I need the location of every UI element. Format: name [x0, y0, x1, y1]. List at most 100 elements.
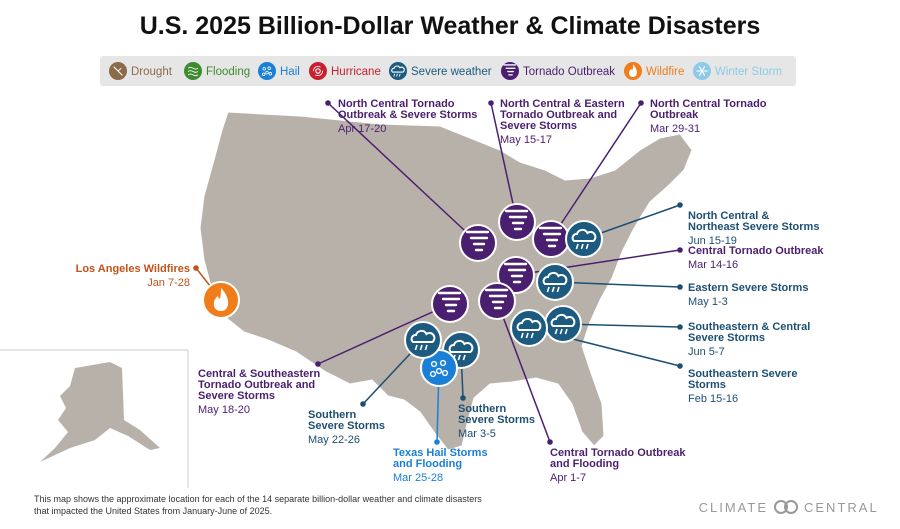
event-marker: [532, 220, 570, 258]
legend-icon: [309, 62, 327, 80]
event-name: Tornado Outbreak and: [198, 379, 315, 391]
event-name: Northeast Severe Storms: [688, 221, 819, 233]
leader-dot: [434, 439, 440, 445]
legend-label: Tornado Outbreak: [523, 66, 615, 78]
event-name: Severe Storms: [308, 420, 385, 432]
icon-rain: [393, 73, 396, 77]
event-name: and Flooding: [550, 458, 619, 470]
icon-rain: [575, 243, 579, 250]
legend-label: Severe weather: [411, 66, 492, 78]
leader-line: [550, 102, 642, 240]
leader-dot: [677, 247, 683, 253]
footer-note: that impacted the United States from Jan…: [34, 506, 272, 516]
leader-dot: [677, 363, 683, 369]
legend-label: Hurricane: [331, 66, 381, 78]
event-name: Outbreak & Severe Storms: [338, 109, 477, 121]
leader-dot: [677, 324, 683, 330]
icon-cloud: [410, 329, 436, 343]
icon-rain: [520, 332, 524, 339]
icon-eye: [315, 68, 321, 74]
icon-rain: [424, 344, 428, 351]
icon-hail: [435, 367, 443, 375]
event-name: Central Tornado Outbreak: [688, 245, 824, 257]
legend-icon: [184, 62, 202, 80]
leader-dot: [193, 265, 199, 271]
event-dates: Apr 1-7: [550, 472, 586, 484]
leader-line: [496, 300, 551, 443]
icon-hail: [430, 360, 438, 368]
icon-hail: [268, 72, 273, 76]
icon-hail: [262, 67, 266, 71]
icon-crack: [117, 67, 122, 72]
icon-rain: [525, 332, 529, 339]
icon-wave: [187, 70, 199, 73]
icon-cloud: [448, 339, 474, 353]
event-marker: [498, 203, 536, 241]
event-dates: Mar 14-16: [688, 259, 738, 271]
event-name: Storms: [688, 379, 726, 391]
icon-wave: [187, 73, 199, 77]
legend-label: Winter Storm: [715, 66, 782, 78]
event-name: Southeastern & Central: [688, 321, 810, 333]
event-circle: [536, 263, 574, 301]
icon-ring: [312, 65, 324, 77]
event-dates: May 18-20: [198, 404, 250, 416]
icon-cloud: [550, 313, 576, 327]
event-name: Severe Storms: [458, 414, 535, 426]
event-name: North Central & Eastern: [500, 98, 625, 110]
event-dates: May 22-26: [308, 434, 360, 446]
event-dates: Mar 29-31: [650, 123, 700, 135]
leader-line: [317, 303, 451, 365]
leader-dot: [488, 100, 494, 106]
icon-flame: [629, 64, 637, 78]
leader-line: [562, 323, 681, 328]
event-name: North Central &: [688, 210, 769, 222]
logo: CLIMATE: [699, 500, 768, 515]
leader-dot: [360, 401, 366, 407]
icon-rain: [457, 354, 461, 361]
alaska-inset: [0, 349, 189, 488]
legend-label: Hail: [280, 66, 300, 78]
icon-rain: [462, 354, 466, 361]
legend-box: [100, 56, 796, 86]
event-name: North Central Tornado: [650, 98, 767, 110]
icon-rain: [396, 73, 398, 77]
event-circle: [404, 321, 442, 359]
icon-rain: [398, 73, 401, 77]
legend: Drought Flooding Hail Hurricane Severe weath…: [109, 62, 782, 80]
event-dates: Apr 17-20: [338, 123, 386, 135]
event-name: Severe Storms: [688, 332, 765, 344]
event-dates: Jun 15-19: [688, 235, 737, 247]
leader-dot: [325, 100, 331, 106]
icon-hail: [441, 369, 449, 377]
icon-rain: [414, 344, 418, 351]
leader-dot: [677, 202, 683, 208]
icon-cloud: [391, 65, 405, 73]
legend-label: Wildfire: [646, 66, 684, 78]
icon-hail: [439, 359, 447, 367]
event-marker: [478, 282, 516, 320]
icon-cloud: [542, 271, 568, 285]
event-name: Southern: [308, 409, 357, 421]
event-name: Tornado Outbreak and: [500, 109, 617, 121]
event-marker: [536, 263, 574, 301]
event-circle: [510, 309, 548, 347]
logo: CENTRAL: [804, 500, 879, 515]
leader-dot: [638, 100, 644, 106]
event-name: Severe Storms: [198, 390, 275, 402]
event-name: Southeastern Severe: [688, 368, 797, 380]
icon-rain: [585, 243, 589, 250]
event-dates: Feb 15-16: [688, 393, 738, 405]
icon-rain: [559, 328, 563, 335]
leader-line: [554, 281, 681, 288]
icon-rain: [530, 332, 534, 339]
footer-note: This map shows the approximate location …: [34, 494, 482, 504]
event-dates: May 15-17: [500, 134, 552, 146]
icon-hail: [429, 370, 437, 378]
leader-line: [490, 102, 518, 223]
icon-cloud: [516, 317, 542, 331]
event-dates: Mar 3-5: [458, 428, 496, 440]
icon-wave: [187, 66, 199, 70]
event-name: Central & Southeastern: [198, 368, 321, 380]
icon-rain: [419, 344, 423, 351]
